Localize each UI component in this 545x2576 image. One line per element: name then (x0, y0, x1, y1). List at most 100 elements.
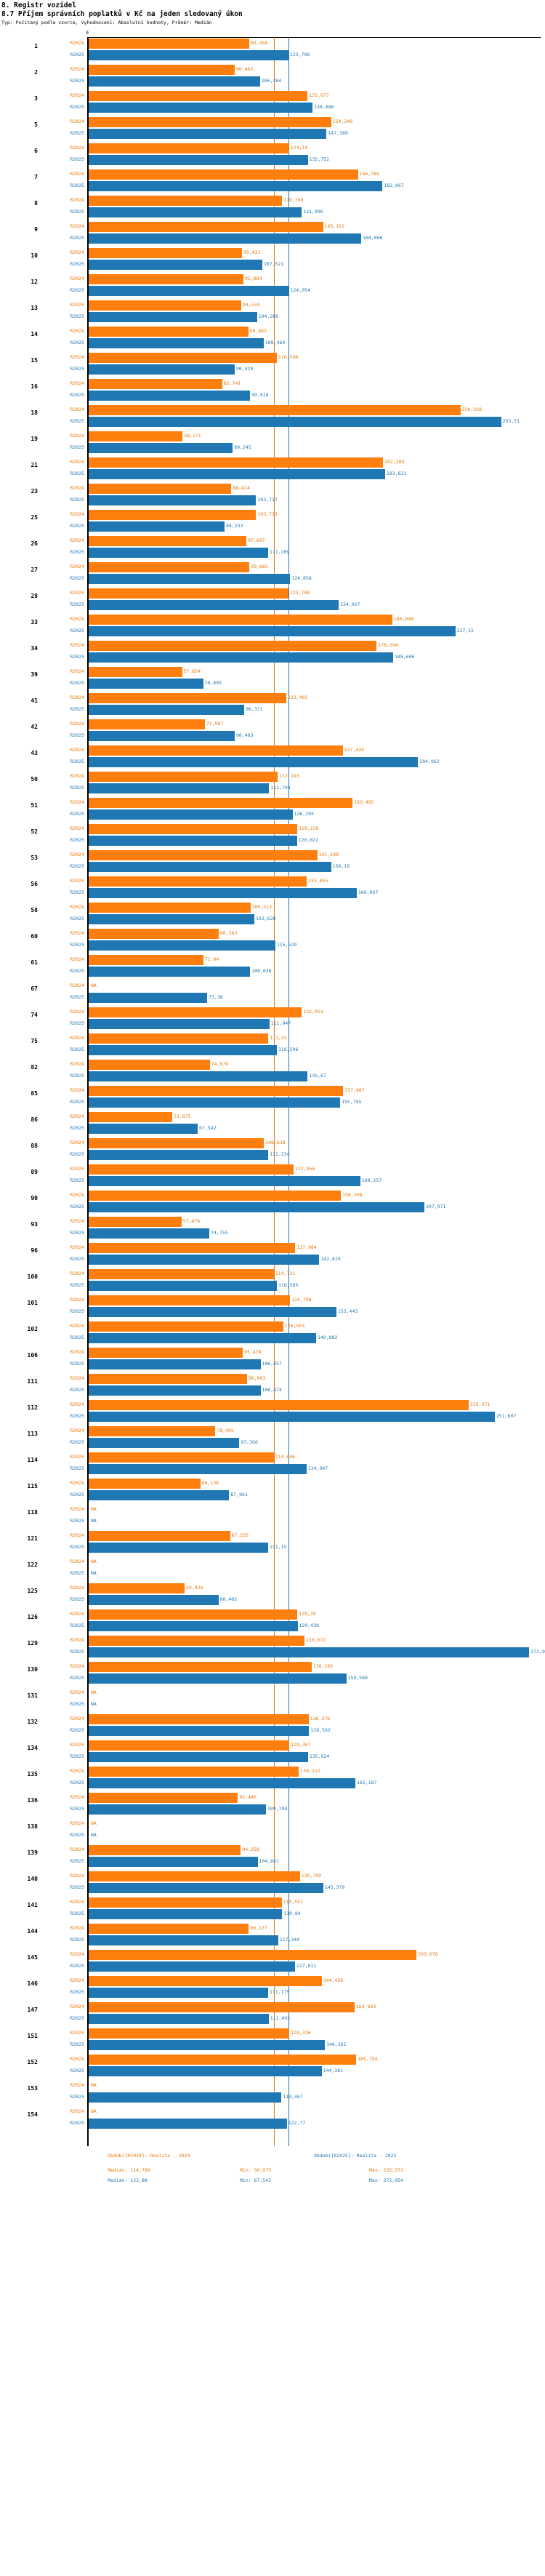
bar-r2025[interactable] (89, 888, 357, 898)
bar-r2024[interactable] (89, 248, 243, 258)
bar-r2024[interactable] (89, 850, 318, 860)
bar-r2025[interactable] (89, 1412, 495, 1422)
bar-r2025[interactable] (89, 809, 293, 820)
bar-r2024[interactable] (89, 353, 277, 363)
bar-r2024[interactable] (89, 1112, 173, 1122)
bar-r2025[interactable] (89, 731, 235, 741)
bar-r2024[interactable] (89, 1976, 322, 1986)
bar-r2024[interactable] (89, 562, 250, 572)
bar-r2025[interactable] (89, 1307, 336, 1317)
bar-r2024[interactable] (89, 536, 246, 546)
bar-r2024[interactable] (89, 196, 283, 206)
bar-r2024[interactable] (89, 588, 288, 599)
bar-r2024[interactable] (89, 327, 249, 337)
bar-r2025[interactable] (89, 129, 327, 139)
bar-r2024[interactable] (89, 143, 289, 153)
bar-r2024[interactable] (89, 745, 343, 756)
bar-r2024[interactable] (89, 510, 257, 520)
bar-r2025[interactable] (89, 600, 339, 610)
bar-r2024[interactable] (89, 2028, 290, 2039)
bar-r2025[interactable] (89, 103, 313, 113)
bar-r2024[interactable] (89, 903, 251, 913)
bar-r2025[interactable] (89, 260, 262, 270)
bar-r2024[interactable] (89, 1374, 247, 1384)
bar-r2025[interactable] (89, 1202, 424, 1212)
bar-r2025[interactable] (89, 1804, 266, 1815)
bar-r2024[interactable] (89, 1897, 282, 1908)
bar-r2024[interactable] (89, 1609, 298, 1620)
bar-r2025[interactable] (89, 1150, 269, 1160)
bar-r2025[interactable] (89, 521, 225, 532)
bar-r2024[interactable] (89, 667, 182, 677)
bar-r2025[interactable] (89, 1883, 323, 1893)
bar-r2024[interactable] (89, 641, 377, 651)
bar-r2025[interactable] (89, 1647, 530, 1657)
bar-r2024[interactable] (89, 1871, 300, 1881)
bar-r2025[interactable] (89, 1909, 283, 1919)
bar-r2025[interactable] (89, 155, 308, 165)
bar-r2024[interactable] (89, 1531, 230, 1541)
bar-r2024[interactable] (89, 1426, 216, 1436)
bar-r2025[interactable] (89, 1778, 355, 1788)
bar-r2024[interactable] (89, 798, 353, 808)
bar-r2025[interactable] (89, 1726, 310, 1736)
bar-r2025[interactable] (89, 312, 257, 322)
bar-r2024[interactable] (89, 274, 243, 284)
bar-r2024[interactable] (89, 615, 392, 625)
bar-r2025[interactable] (89, 495, 257, 505)
bar-r2025[interactable] (89, 207, 302, 217)
bar-r2024[interactable] (89, 1033, 269, 1044)
bar-r2025[interactable] (89, 391, 250, 401)
bar-r2024[interactable] (89, 65, 235, 75)
bar-r2024[interactable] (89, 955, 203, 965)
bar-r2025[interactable] (89, 1595, 219, 1605)
bar-r2025[interactable] (89, 1438, 240, 1448)
bar-r2025[interactable] (89, 1333, 316, 1343)
bar-r2025[interactable] (89, 679, 203, 689)
bar-r2024[interactable] (89, 2055, 357, 2065)
bar-r2024[interactable] (89, 1662, 312, 1672)
bar-r2025[interactable] (89, 2119, 287, 2129)
bar-r2025[interactable] (89, 76, 260, 87)
bar-r2025[interactable] (89, 967, 251, 977)
bar-r2025[interactable] (89, 338, 264, 348)
bar-r2024[interactable] (89, 1452, 274, 1463)
bar-r2025[interactable] (89, 1988, 268, 1998)
bar-r2024[interactable] (89, 1217, 182, 1227)
bar-r2024[interactable] (89, 379, 222, 389)
bar-r2024[interactable] (89, 457, 383, 468)
bar-r2024[interactable] (89, 2002, 355, 2012)
bar-r2025[interactable] (89, 2066, 322, 2076)
bar-r2025[interactable] (89, 181, 383, 191)
bar-r2024[interactable] (89, 1845, 241, 1855)
bar-r2024[interactable] (89, 1164, 294, 1175)
bar-r2024[interactable] (89, 222, 323, 232)
bar-r2024[interactable] (89, 824, 298, 834)
bar-r2024[interactable] (89, 1950, 417, 1960)
bar-r2025[interactable] (89, 443, 233, 453)
bar-r2025[interactable] (89, 1385, 261, 1396)
bar-r2025[interactable] (89, 2040, 326, 2050)
bar-r2025[interactable] (89, 417, 501, 427)
bar-r2025[interactable] (89, 1935, 278, 1945)
bar-r2024[interactable] (89, 1243, 296, 1253)
bar-r2025[interactable] (89, 1673, 347, 1684)
bar-r2024[interactable] (89, 405, 461, 415)
bar-r2025[interactable] (89, 1228, 210, 1239)
bar-r2024[interactable] (89, 1479, 201, 1489)
bar-r2025[interactable] (89, 1359, 261, 1369)
bar-r2025[interactable] (89, 364, 235, 375)
bar-r2024[interactable] (89, 1007, 302, 1017)
bar-r2025[interactable] (89, 783, 270, 793)
bar-r2025[interactable] (89, 2014, 269, 2024)
bar-r2025[interactable] (89, 1071, 308, 1081)
bar-r2025[interactable] (89, 1621, 298, 1631)
bar-r2025[interactable] (89, 1543, 268, 1553)
bar-r2024[interactable] (89, 1924, 249, 1934)
bar-r2024[interactable] (89, 693, 286, 703)
bar-r2024[interactable] (89, 484, 232, 494)
bar-r2025[interactable] (89, 652, 393, 663)
bar-r2025[interactable] (89, 1281, 277, 1291)
bar-r2025[interactable] (89, 1464, 307, 1474)
bar-r2024[interactable] (89, 1740, 290, 1751)
